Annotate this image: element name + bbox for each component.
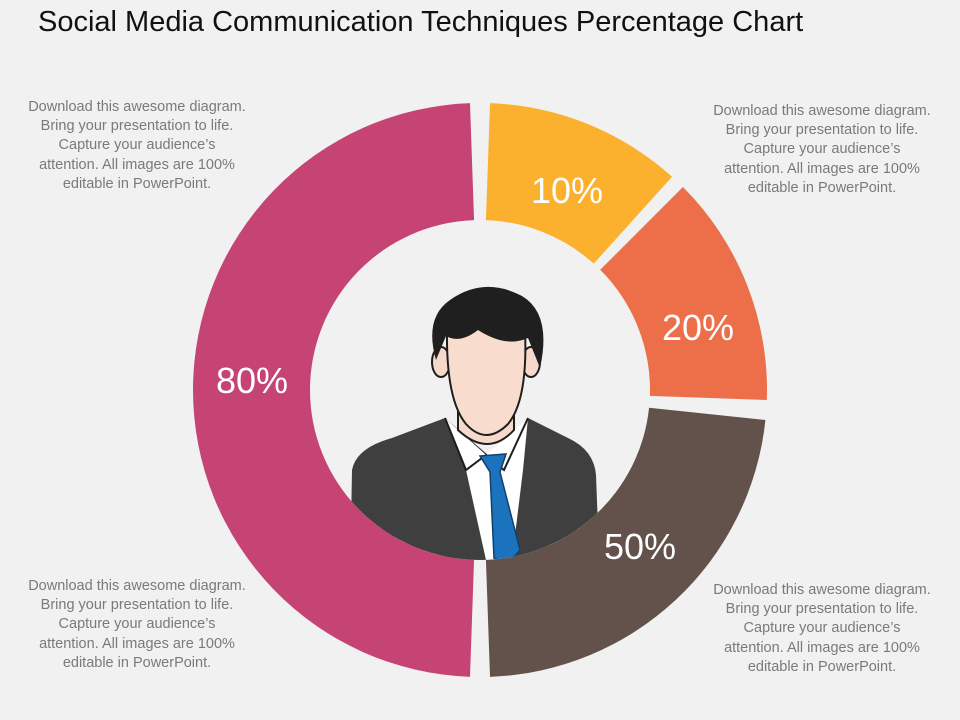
segment-label-50: 50%	[604, 526, 676, 567]
segment-label-10: 10%	[531, 170, 603, 211]
donut-segment-50	[485, 407, 766, 677]
donut-segment-20	[600, 187, 767, 401]
note-bottom-right: Download this awesome diagram. Bring you…	[713, 582, 931, 675]
donut-segments	[192, 103, 767, 677]
businessman-avatar-icon	[350, 286, 600, 560]
donut-segment-80	[192, 103, 475, 677]
note-top-left: Download this awesome diagram. Bring you…	[28, 99, 246, 192]
note-top-right: Download this awesome diagram. Bring you…	[713, 103, 931, 196]
segment-label-20: 20%	[662, 307, 734, 348]
note-bottom-left: Download this awesome diagram. Bring you…	[28, 578, 246, 671]
donut-segment-10	[485, 103, 673, 264]
page-title: Social Media Communication Techniques Pe…	[38, 6, 804, 38]
percentage-labels: 10% 20% 50% 80%	[216, 170, 734, 567]
segment-label-80: 80%	[216, 360, 288, 401]
